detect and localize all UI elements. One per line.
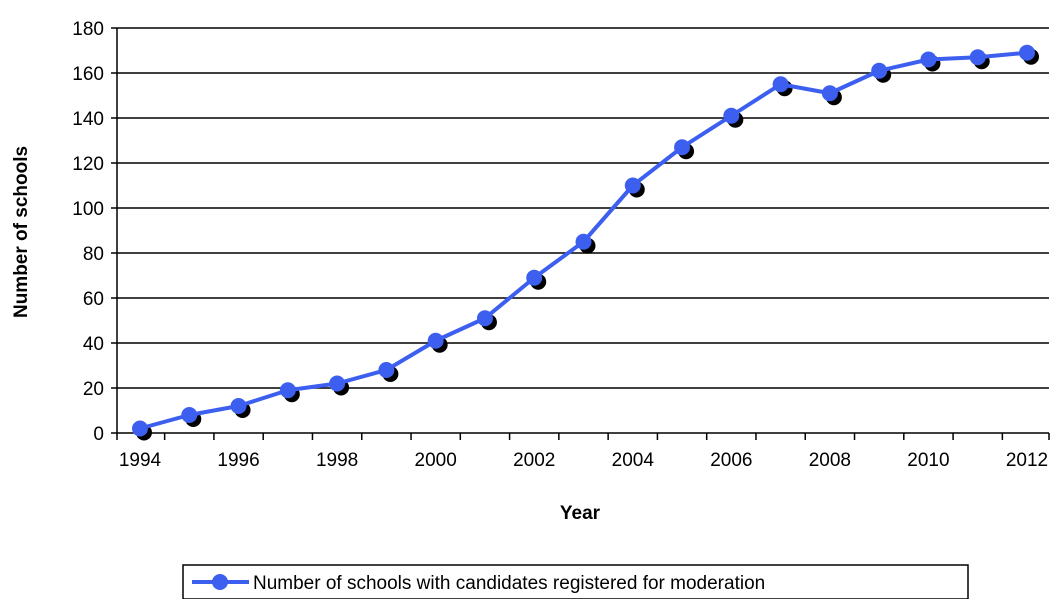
x-tick-labels: 1994 1996 1998 2000 2002 2004 2006 2008 2010 2012: [119, 450, 1048, 471]
legend-label: Number of schools with candidates regist…: [253, 573, 765, 594]
x-tick-label: 2000: [415, 450, 457, 471]
data-point: [624, 177, 641, 194]
x-axis-title: Year: [560, 503, 601, 524]
data-point: [132, 420, 148, 437]
legend-box: [182, 564, 969, 599]
data-point: [181, 407, 198, 423]
y-tick-label: 60: [83, 289, 104, 310]
x-tick-label: 2012: [1006, 450, 1048, 471]
legend: Number of schools with candidates regist…: [182, 564, 969, 599]
x-tick-label: 1998: [316, 450, 358, 471]
data-point: [871, 62, 888, 79]
y-tick-label: 180: [72, 19, 104, 40]
y-tick-label: 0: [93, 424, 104, 445]
data-point: [230, 398, 247, 414]
data-point: [674, 139, 691, 156]
x-tick-label: 2010: [907, 450, 949, 471]
gridlines: [117, 27, 1049, 389]
data-point: [427, 332, 444, 349]
data-point: [279, 382, 296, 399]
y-tick-label: 40: [83, 334, 104, 355]
y-tick-labels: 0 20 40 60 80 100 120 140 160 180: [72, 19, 104, 445]
y-axis-title: Number of schools: [11, 146, 32, 318]
data-point: [329, 375, 346, 392]
data-point: [821, 85, 838, 102]
x-tick-label: 1994: [119, 450, 162, 471]
data-point: [1019, 44, 1035, 61]
y-tick-label: 160: [72, 64, 104, 85]
legend-marker-swatch: [212, 574, 228, 590]
data-point: [969, 49, 986, 66]
data-point: [526, 269, 543, 286]
data-point: [575, 233, 592, 250]
x-tick-label: 2004: [612, 450, 655, 471]
x-tick-label: 2008: [809, 450, 851, 471]
data-point: [476, 310, 493, 327]
data-point: [723, 107, 740, 124]
axes: [111, 27, 1050, 440]
data-point: [920, 51, 937, 68]
x-tick-label: 2002: [513, 450, 555, 471]
x-tick-label: 2006: [710, 450, 752, 471]
x-tick-label: 1996: [217, 450, 259, 471]
y-tick-label: 140: [72, 109, 104, 130]
data-point: [378, 362, 395, 378]
y-tick-label: 80: [83, 244, 104, 265]
y-tick-label: 20: [83, 379, 104, 400]
y-tick-label: 100: [72, 199, 104, 220]
y-tick-label: 120: [72, 154, 104, 175]
data-point: [772, 76, 789, 93]
series-line-group: [132, 44, 1035, 437]
